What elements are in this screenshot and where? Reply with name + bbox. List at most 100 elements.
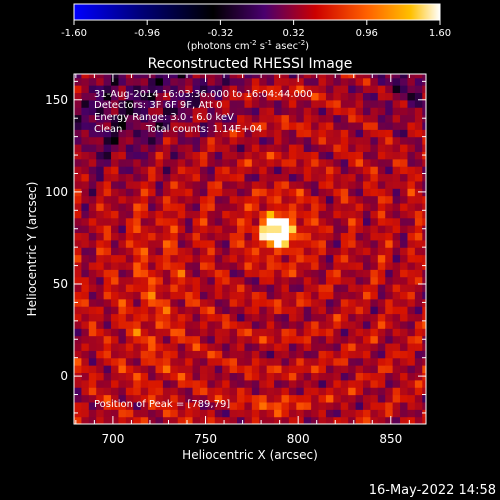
heatmap-cell (133, 202, 142, 211)
heatmap-cell (162, 261, 171, 270)
heatmap-cell (155, 357, 164, 366)
heatmap-cell (414, 306, 423, 315)
heatmap-cell (400, 342, 409, 351)
heatmap-cell (296, 291, 305, 300)
heatmap-cell (311, 320, 320, 329)
heatmap-cell (155, 121, 164, 130)
heatmap-cell (170, 121, 179, 130)
heatmap-cell (81, 394, 90, 403)
heatmap-cell (177, 173, 186, 182)
heatmap-cell (259, 151, 268, 160)
heatmap-cell (133, 342, 142, 351)
heatmap-cell (333, 188, 342, 197)
heatmap-cell (103, 121, 112, 130)
heatmap-cell (259, 379, 268, 388)
heatmap-cell (414, 335, 423, 344)
heatmap-cell (400, 328, 409, 337)
heatmap-cell (170, 276, 179, 285)
heatmap-cell (266, 394, 275, 403)
heatmap-cell (140, 401, 149, 410)
heatmap-cell (148, 342, 157, 351)
heatmap-cell (288, 107, 297, 116)
heatmap-cell (348, 217, 357, 226)
heatmap-cell (155, 232, 164, 241)
heatmap-cell (266, 210, 275, 219)
heatmap-cell (340, 77, 349, 86)
heatmap-cell (88, 158, 97, 167)
heatmap-cell (103, 107, 112, 116)
heatmap-cell (259, 121, 268, 130)
heatmap-cell (251, 99, 260, 108)
heatmap-cell (125, 342, 134, 351)
heatmap-cell (370, 313, 379, 322)
heatmap-cell (244, 129, 253, 138)
heatmap-cell (177, 210, 186, 219)
heatmap-cell (266, 276, 275, 285)
heatmap-cell (125, 261, 134, 270)
heatmap-cell (96, 188, 105, 197)
heatmap-cell (251, 261, 260, 270)
heatmap-cell (400, 114, 409, 123)
heatmap-cell (214, 335, 223, 344)
heatmap-cell (355, 416, 364, 424)
y-tick-label: 50 (53, 277, 68, 291)
heatmap-cell (222, 254, 231, 263)
heatmap-cell (422, 195, 426, 204)
heatmap-cell (325, 151, 334, 160)
heatmap-cell (103, 239, 112, 248)
heatmap-cell (281, 217, 290, 226)
heatmap-cell (148, 151, 157, 160)
colorbar-tick-label: -0.96 (134, 28, 160, 39)
heatmap-cell (88, 151, 97, 160)
heatmap-cell (81, 261, 90, 270)
heatmap-cell (385, 254, 394, 263)
heatmap-cell (103, 173, 112, 182)
heatmap-cell (363, 151, 372, 160)
heatmap-cell (355, 387, 364, 396)
heatmap-cell (348, 225, 357, 234)
heatmap-cell (392, 188, 401, 197)
heatmap-cell (103, 269, 112, 278)
heatmap-cell (103, 401, 112, 410)
heatmap-cell (363, 409, 372, 418)
heatmap-cell (311, 365, 320, 374)
heatmap-cell (229, 225, 238, 234)
heatmap-cell (259, 335, 268, 344)
heatmap-cell (288, 114, 297, 123)
heatmap-cell (207, 85, 216, 94)
heatmap-cell (96, 320, 105, 329)
heatmap-cell (340, 239, 349, 248)
heatmap-cell (140, 151, 149, 160)
heatmap-cell (259, 136, 268, 145)
heatmap-cell (148, 188, 157, 197)
heatmap-cell (311, 306, 320, 315)
heatmap-cell (103, 365, 112, 374)
heatmap-cell (88, 195, 97, 204)
heatmap-cell (311, 291, 320, 300)
colorbar-strip (73, 3, 441, 21)
heatmap-cell (74, 328, 83, 337)
heatmap-cell (81, 136, 90, 145)
heatmap-cell (118, 276, 127, 285)
heatmap-cell (355, 92, 364, 101)
heatmap-cell (155, 254, 164, 263)
heatmap-cell (355, 107, 364, 116)
heatmap-cell (214, 151, 223, 160)
heatmap-cell (207, 144, 216, 152)
heatmap-cell (340, 291, 349, 300)
heatmap-cell (170, 239, 179, 248)
heatmap-cell (325, 357, 334, 366)
heatmap-cell (103, 409, 112, 418)
heatmap-cell (318, 284, 327, 292)
heatmap-cell (348, 372, 357, 381)
heatmap-cell (118, 365, 127, 374)
heatmap-cell (266, 99, 275, 108)
heatmap-cell (81, 284, 90, 292)
heatmap-cell (422, 166, 426, 175)
heatmap-cell (155, 328, 164, 337)
heatmap-cell (392, 136, 401, 145)
heatmap-cell (222, 342, 231, 351)
heatmap-cell (74, 195, 83, 204)
heatmap-cell (103, 379, 112, 388)
heatmap-cell (111, 247, 120, 256)
